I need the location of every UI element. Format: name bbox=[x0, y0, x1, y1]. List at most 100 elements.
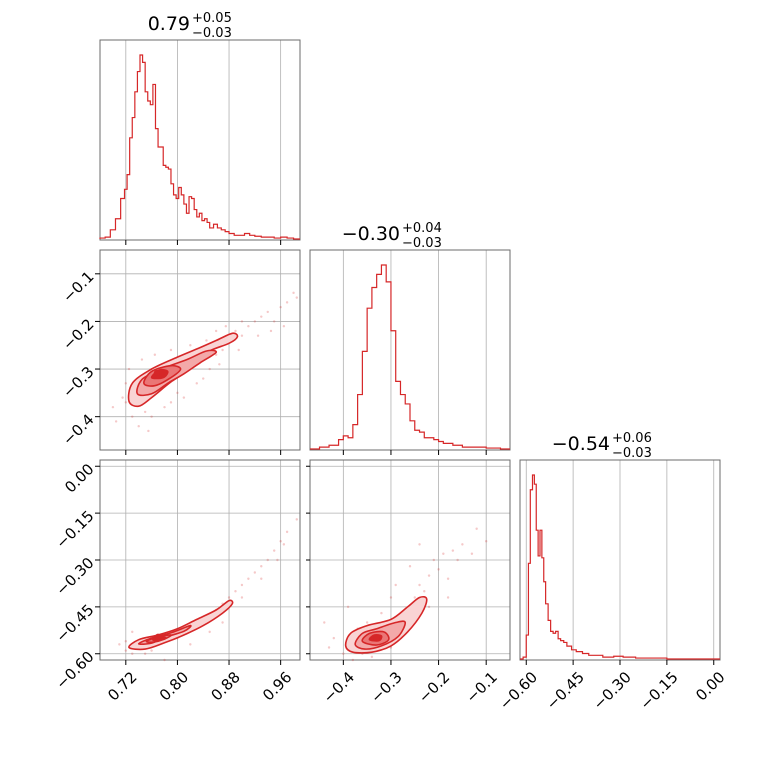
scatter-point bbox=[446, 577, 450, 580]
panel-frame bbox=[99, 249, 301, 451]
x-tick-label: −0.15 bbox=[636, 668, 681, 713]
scatter-point bbox=[111, 405, 115, 409]
scatter-point bbox=[240, 334, 244, 337]
scatter-point bbox=[114, 420, 118, 423]
y-tick-label: −0.4 bbox=[59, 410, 97, 448]
scatter-point bbox=[413, 596, 416, 599]
scatter-point bbox=[475, 527, 478, 530]
panel-title-value: 0.79 bbox=[148, 13, 190, 35]
x-tick-label: 0.88 bbox=[207, 668, 243, 704]
density-peak bbox=[153, 369, 160, 376]
scatter-point bbox=[118, 643, 121, 646]
scatter-point bbox=[153, 353, 157, 356]
x-tick-label: −0.3 bbox=[367, 668, 405, 706]
scatter-point bbox=[205, 339, 208, 342]
panel-title-lower: −0.03 bbox=[192, 26, 232, 41]
scatter-point bbox=[266, 558, 269, 562]
scatter-point bbox=[253, 571, 257, 574]
panel-title-lower: −0.03 bbox=[612, 446, 652, 461]
scatter-point bbox=[147, 429, 150, 433]
scatter-point bbox=[323, 621, 326, 624]
scatter-point bbox=[380, 611, 383, 615]
scatter-point bbox=[131, 652, 134, 655]
scatter-point bbox=[272, 549, 276, 552]
scatter-point bbox=[208, 630, 211, 634]
scatter-point bbox=[451, 549, 455, 552]
scatter-point bbox=[295, 296, 298, 299]
scatter-point bbox=[446, 596, 450, 599]
scatter-point bbox=[423, 590, 426, 593]
scatter-point bbox=[240, 596, 244, 599]
histogram-0 bbox=[99, 54, 300, 240]
scatter-point bbox=[260, 315, 263, 318]
scatter-point bbox=[127, 367, 131, 371]
scatter-point bbox=[234, 329, 237, 333]
panel-title-value: −0.30 bbox=[342, 223, 400, 245]
density-peak bbox=[155, 633, 162, 640]
panel-title-lower: −0.03 bbox=[402, 236, 442, 251]
scatter-point bbox=[176, 391, 179, 395]
scatter-point bbox=[124, 649, 128, 652]
scatter-point bbox=[282, 543, 286, 546]
scatter-point bbox=[427, 574, 431, 577]
scatter-point bbox=[484, 540, 488, 543]
scatter-point bbox=[208, 367, 211, 371]
scatter-point bbox=[342, 652, 345, 655]
density-peak bbox=[373, 635, 380, 642]
scatter-point bbox=[470, 552, 474, 555]
scatter-point bbox=[195, 382, 198, 385]
scatter-point bbox=[285, 301, 289, 304]
scatter-point bbox=[227, 596, 231, 599]
scatter-point bbox=[131, 630, 134, 634]
scatter-point bbox=[456, 558, 459, 562]
y-tick-label: −0.3 bbox=[59, 363, 97, 401]
hist-panel-2: −0.54 +0.06−0.03 bbox=[519, 431, 721, 665]
scatter-point bbox=[121, 396, 124, 399]
scatter-point bbox=[418, 543, 421, 546]
scatter-point bbox=[269, 329, 273, 333]
x-tick-label: −0.2 bbox=[415, 668, 453, 706]
scatter-point bbox=[131, 415, 134, 418]
scatter-point bbox=[221, 348, 224, 352]
scatter-point bbox=[202, 377, 205, 380]
scatter-point bbox=[224, 324, 228, 328]
y-tick-label: −0.30 bbox=[52, 554, 97, 599]
x-tick-label: 0.72 bbox=[104, 668, 140, 704]
scatter-point bbox=[279, 540, 282, 543]
x-tick-label: 0.96 bbox=[259, 668, 295, 704]
pair-panel-0-1 bbox=[95, 249, 301, 455]
scatter-point bbox=[150, 415, 153, 418]
scatter-point bbox=[247, 324, 250, 328]
scatter-point bbox=[332, 636, 336, 640]
scatter-point bbox=[351, 658, 355, 662]
scatter-point bbox=[214, 329, 218, 333]
scatter-point bbox=[418, 583, 421, 587]
x-tick-label: 0.80 bbox=[156, 668, 192, 704]
scatter-point bbox=[218, 363, 221, 366]
scatter-point bbox=[272, 320, 276, 323]
scatter-point bbox=[124, 382, 128, 385]
scatter-point bbox=[394, 583, 397, 587]
scatter-point bbox=[169, 401, 173, 404]
scatter-point bbox=[370, 655, 374, 659]
x-tick-label: −0.45 bbox=[543, 668, 588, 713]
y-tick-label: −0.2 bbox=[59, 315, 97, 353]
scatter-point bbox=[124, 640, 128, 643]
hist-panel-0: 0.79 +0.05−0.03 bbox=[99, 11, 301, 245]
histogram-2 bbox=[520, 474, 720, 660]
panel-frame bbox=[309, 249, 511, 451]
x-tick-label: −0.60 bbox=[496, 668, 541, 713]
scatter-point bbox=[124, 401, 128, 404]
x-tick-label: −0.30 bbox=[590, 668, 635, 713]
scatter-point bbox=[182, 396, 186, 399]
scatter-point bbox=[365, 621, 369, 624]
panel-title-value: −0.54 bbox=[552, 433, 610, 455]
scatter-point bbox=[427, 605, 431, 609]
hist-panel-1: −0.30 +0.04−0.03 bbox=[309, 221, 511, 455]
panel-title-upper: +0.04 bbox=[402, 221, 442, 236]
panel-frame bbox=[99, 39, 301, 241]
pair-panel-0-2 bbox=[95, 459, 301, 665]
scatter-point bbox=[327, 646, 331, 649]
scatter-point bbox=[295, 518, 298, 521]
